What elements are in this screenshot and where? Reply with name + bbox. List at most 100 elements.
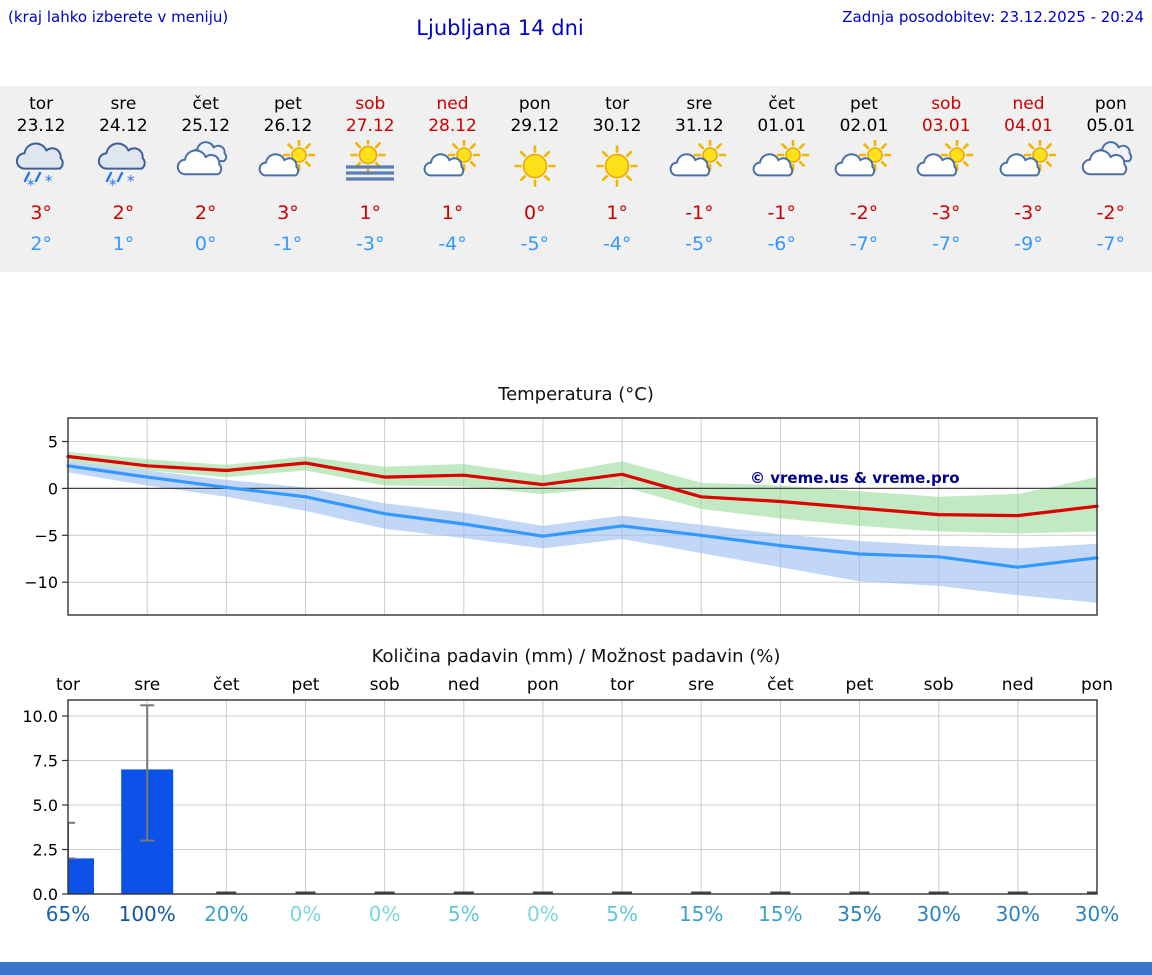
precip-probability: 15% [678, 902, 724, 926]
zero-mark [374, 891, 395, 894]
temp-min: -7° [1096, 233, 1126, 255]
precip-probability-row: 65% 100% 20% 0% 0% 5% 0% 5% 15% 15% 35% 30% 30% 30% [0, 902, 1152, 932]
zero-mark [770, 891, 791, 894]
svg-text:*: * [127, 172, 135, 190]
day-column-31.12[interactable]: sre 31.12 -1° -5° [658, 86, 740, 272]
temp-max: 3° [277, 202, 299, 224]
partly-icon [823, 139, 905, 193]
day-date: 03.01 [921, 116, 971, 136]
rain-icon: ** [16, 142, 64, 192]
cloudy-icon [1070, 139, 1152, 193]
day-date: 23.12 [16, 116, 66, 136]
precip-day-label: čet [767, 675, 794, 695]
day-date: 30.12 [592, 116, 642, 136]
day-column-28.12[interactable]: ned 28.12 1° -4° [411, 86, 493, 272]
rain-icon: ** [82, 139, 164, 193]
precip-probability: 5% [606, 902, 638, 926]
sunny-icon [576, 139, 658, 193]
day-date: 28.12 [428, 116, 477, 136]
temp-ytick: 5 [48, 433, 58, 452]
temp-max: 2° [194, 202, 217, 224]
day-date: 02.01 [839, 116, 889, 136]
temp-ytick: −5 [34, 526, 58, 545]
partly-icon [916, 140, 974, 177]
precip-day-label: tor [56, 675, 80, 695]
page-title: Ljubljana 14 dni [416, 16, 584, 40]
cloudy-icon [176, 141, 227, 176]
precip-day-label: sob [924, 675, 954, 695]
temp-max: -2° [1096, 202, 1126, 224]
temperature-chart: 5 0 −5 −10 © vreme.us & vreme.pro [0, 410, 1152, 625]
day-column-03.01[interactable]: sob 03.01 -3° -7° [905, 86, 987, 272]
day-name: tor [29, 94, 54, 114]
day-column-04.01[interactable]: ned 04.01 -3° -9° [987, 86, 1069, 272]
precip-ytick: 7.5 [33, 752, 58, 771]
temp-max: 3° [30, 202, 52, 224]
day-column-27.12[interactable]: sob 27.12 1° -3° [329, 86, 411, 272]
partly-icon [670, 140, 727, 177]
sunny-icon [596, 145, 638, 187]
precip-bar [68, 858, 94, 894]
zero-mark [216, 891, 237, 894]
temp-ytick: −10 [24, 573, 58, 592]
zero-mark [532, 891, 553, 894]
last-update-text: Zadnja posodobitev: 23.12.2025 - 20:24 [842, 8, 1144, 26]
day-name: sob [355, 94, 386, 114]
day-column-26.12[interactable]: pet 26.12 3° -1° [247, 86, 329, 272]
day-column-01.01[interactable]: čet 01.01 -1° -6° [741, 86, 823, 272]
razpon-max-band [68, 451, 1097, 534]
precip-day-label: ned [1002, 675, 1034, 695]
temp-min: -9° [1014, 233, 1043, 255]
precip-probability: 30% [916, 902, 961, 926]
sunny-icon [494, 139, 576, 193]
temp-max: 2° [112, 202, 135, 224]
partly-icon [411, 139, 493, 193]
temp-min: -3° [356, 233, 385, 255]
precip-chart-title: Količina padavin (mm) / Možnost padavin … [371, 646, 781, 667]
temp-min: -5° [520, 233, 550, 255]
day-name: sob [931, 94, 962, 114]
precip-probability: 100% [118, 902, 176, 926]
day-column-23.12[interactable]: tor 23.12 * * 3° 2° [0, 86, 82, 272]
temp-max: 0° [524, 202, 546, 224]
tmax-line [66, 454, 1099, 518]
zero-mark [295, 891, 316, 894]
zero-mark [928, 891, 949, 894]
day-date: 27.12 [345, 116, 395, 136]
cloudy-icon [1081, 141, 1132, 176]
precip-probability: 0% [527, 902, 559, 926]
partly-icon [658, 139, 740, 193]
day-date: 29.12 [510, 116, 560, 136]
partly-icon [258, 140, 316, 177]
temp-max: -3° [932, 202, 961, 224]
partly-icon [752, 140, 809, 177]
day-name: tor [605, 94, 630, 114]
day-column-05.01[interactable]: pon 05.01 -2° -7° [1070, 86, 1152, 272]
day-column-24.12[interactable]: sre 24.12 * * 2° 1° [82, 86, 164, 272]
day-column-29.12[interactable]: pon 29.12 0° -5° [494, 86, 576, 272]
svg-text:*: * [27, 176, 35, 192]
menu-hint-text: (kraj lahko izberete v meniju) [8, 8, 229, 26]
day-name: pet [849, 94, 878, 114]
day-column-30.12[interactable]: tor 30.12 1° -4° [576, 86, 658, 272]
day-date: 31.12 [675, 116, 724, 136]
partly-icon [999, 140, 1056, 177]
precip-day-label: čet [213, 675, 240, 695]
temp-max: -1° [685, 202, 714, 224]
day-name: čet [192, 94, 219, 114]
day-name: pon [1094, 94, 1127, 114]
temp-min: -4° [438, 233, 467, 255]
precip-probability: 30% [995, 902, 1041, 926]
temp-min: -7° [849, 233, 879, 255]
precip-day-label: pet [292, 675, 320, 695]
zero-mark [849, 891, 870, 894]
day-column-02.01[interactable]: pet 02.01 -2° -7° [823, 86, 905, 272]
temp-min: -7° [932, 233, 961, 255]
precip-probability: 0% [289, 902, 322, 926]
precip-day-label: sob [370, 675, 400, 695]
day-name: ned [1012, 94, 1045, 114]
fog-icon [329, 139, 411, 193]
day-column-25.12[interactable]: čet 25.12 2° 0° [165, 86, 247, 272]
temperature-chart-svg: 5 0 −5 −10 © vreme.us & vreme.pro [24, 417, 1099, 616]
